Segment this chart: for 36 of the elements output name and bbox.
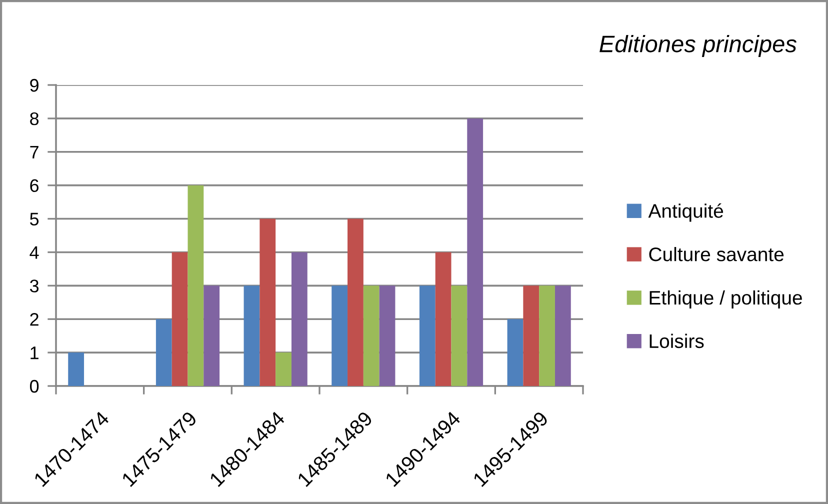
bar: [539, 286, 555, 386]
y-tick-label: 7: [30, 146, 38, 158]
bar: [467, 118, 484, 386]
bar: [260, 218, 276, 386]
bar: [554, 286, 571, 386]
bar: [244, 286, 260, 386]
text: Editiones principes: [600, 34, 797, 58]
bar: [156, 319, 172, 386]
y-tick-label: 2: [30, 313, 38, 326]
legend-label: Loisirs: [650, 334, 704, 348]
bar: [188, 185, 204, 386]
y-tick-label: 3: [30, 280, 39, 292]
bar: [523, 286, 540, 386]
bar: [204, 286, 220, 386]
legend-label: Antiquité: [648, 203, 724, 222]
bar: [348, 218, 364, 386]
bar: [172, 252, 188, 386]
y-tick-label: 6: [30, 179, 39, 192]
bar: [276, 352, 292, 386]
y-tick-label: 5: [30, 212, 39, 226]
bar: [379, 286, 396, 386]
bar: [507, 319, 524, 386]
bar: [451, 286, 468, 386]
bar: [363, 286, 380, 386]
bar: [435, 252, 452, 386]
y-tick-label: 8: [30, 112, 39, 126]
y-tick-label: 1: [30, 346, 38, 360]
legend-label: Ethique / politique: [650, 290, 802, 309]
bar: [419, 286, 436, 386]
y-tick-label: 4: [30, 246, 39, 259]
y-tick-label: 0: [30, 380, 39, 393]
bar: [332, 286, 348, 386]
bar: [291, 252, 308, 386]
bar: [68, 352, 84, 386]
legend-label: Culture savante: [649, 246, 784, 262]
y-tick-label: 9: [30, 78, 38, 92]
